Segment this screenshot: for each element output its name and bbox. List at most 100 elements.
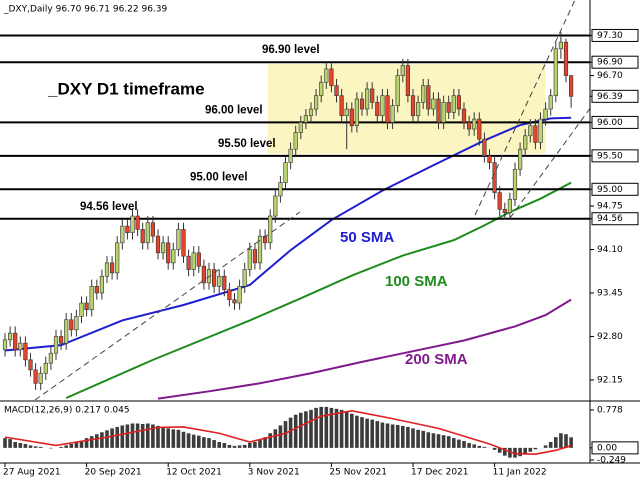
macd-bar [105,430,109,448]
candle-body [69,319,74,331]
price-box [591,441,639,455]
candle-body [380,95,385,117]
candle-body [171,249,176,264]
macd-bar [140,423,145,448]
candle-body [400,65,405,76]
candle-body [477,118,482,140]
x-tick-label: 27 Aug 2021 [3,468,61,478]
candle-body [344,108,349,117]
sma-line [157,298,572,400]
macd-bar [186,433,191,448]
level-label: 94.56 level [80,201,138,213]
y-tick-label: 0.00 [597,443,617,453]
macd-bar [375,421,380,448]
macd-bar [288,417,293,448]
macd-bar [115,426,119,448]
macd-bar [380,422,385,448]
candle-body [125,225,130,234]
candle-body [186,255,191,270]
candle-body [415,102,421,117]
candle-body [262,235,268,244]
candle-body [426,85,431,110]
candle-body [558,41,563,50]
candle-body [359,98,365,110]
macd-bar [472,444,476,448]
macd-bar [467,442,471,448]
macd-bar [258,439,262,448]
candle-body [507,199,513,214]
candle-body [227,289,232,300]
candle-body [110,262,115,274]
candle-body [472,118,477,130]
candle-body [461,108,467,123]
candle-body [135,215,140,230]
line-layer [0,34,590,400]
x-tick-label: 25 Nov 2021 [329,468,387,478]
macd-bar [89,436,94,448]
macd-bar [84,438,89,448]
candle-body [23,342,28,361]
trendline [34,211,301,400]
level-label: 96.00 level [205,104,263,116]
x-tick-label: 12 Oct 2021 [166,468,222,478]
candle-body [324,68,329,83]
macd-bar [28,445,33,448]
macd-bar [559,433,563,448]
macd-bar [135,423,140,448]
macd-bar [33,446,38,448]
macd-bar [564,434,568,448]
macd-bar [421,430,425,448]
macd-bar [528,447,533,452]
macd-bar [360,417,364,448]
macd-bar [207,438,211,448]
y-tick-label: 96.39 [597,92,623,102]
candle-body [538,118,543,143]
macd-bar [248,442,252,448]
candle-body [308,108,314,117]
macd-bar [125,424,130,448]
macd-bar [3,438,7,448]
macd-bar [263,437,267,448]
candle-body [268,215,273,244]
sma-label: 200 SMA [405,351,468,368]
candle-body [487,155,492,163]
macd-bar [401,425,405,448]
sma-line [65,181,572,399]
macd-bar [436,434,441,448]
candle-body [548,95,553,110]
macd-bar [283,421,288,448]
y-tick-label: 96.70 [597,71,623,81]
candle-body [303,115,309,123]
macd-bar [339,409,344,448]
annotation: _DXY D1 timeframe [47,79,205,98]
y-tick-label: 94.75 [597,202,623,212]
y-tick-label: -0.249 [597,456,626,466]
candle-body [446,102,451,113]
x-tick-label: 17 Dec 2021 [411,468,469,478]
macd-bar [395,424,400,448]
candle-body [313,95,319,110]
macd-bar [222,442,227,448]
candle-body [176,229,181,250]
macd-bar [411,428,415,448]
macd-bar [569,437,573,448]
macd-bar [23,443,28,448]
macd-bar [151,424,155,448]
candle-body [33,369,38,384]
candle-body [99,275,104,294]
candle-body [257,235,263,264]
macd-bar [319,406,323,448]
sma-line [4,116,572,352]
candle-body [512,168,518,200]
macd-bar [309,409,313,448]
candle-body [553,48,558,96]
candle-body [38,372,43,384]
macd-bar [278,425,283,448]
macd-bar [441,435,446,448]
candle-body [120,225,125,244]
candle-body [145,222,150,244]
macd-bar [508,447,512,458]
macd-bar [273,429,278,448]
candle-body [283,162,288,183]
macd-bar [110,428,114,448]
